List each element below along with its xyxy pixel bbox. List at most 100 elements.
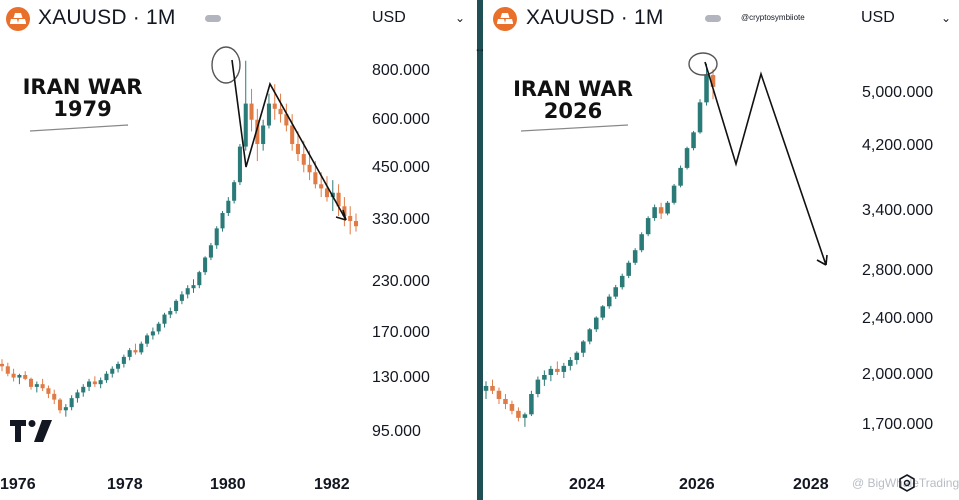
collapse-toggle[interactable] — [205, 15, 221, 22]
candle-body — [652, 207, 657, 219]
candle-body — [87, 381, 92, 387]
y-tick-label: 2,000.000 — [862, 366, 934, 383]
candle-body — [704, 75, 709, 103]
y-tick-label: 130.000 — [372, 369, 430, 386]
chart-plot-2026[interactable] — [483, 0, 959, 500]
candle-body — [208, 245, 213, 258]
x-tick-label: 2028 — [793, 476, 829, 493]
candle-body — [52, 393, 57, 400]
collapse-toggle[interactable] — [705, 15, 721, 22]
chart-panel-1979[interactable]: XAUUSD · 1M USD ⌄ IRAN WAR 1979 800.000 … — [0, 0, 477, 500]
currency-selector[interactable]: USD — [372, 9, 406, 26]
candle-body — [697, 102, 703, 133]
candle-body — [261, 125, 266, 144]
candle-body — [11, 373, 16, 378]
candle-body — [324, 188, 330, 198]
candle-body — [278, 108, 283, 115]
candle-body — [133, 350, 138, 353]
candle-body — [121, 356, 126, 364]
candle-body — [58, 399, 63, 411]
candle-body — [496, 390, 502, 399]
candle-body — [284, 114, 289, 126]
candle-body — [645, 218, 651, 235]
candle-body — [632, 250, 638, 263]
candle-body — [548, 368, 554, 375]
candle-body — [220, 213, 225, 229]
annotation-iran-war-2026: IRAN WAR 2026 — [513, 77, 633, 123]
x-tick-label: 1980 — [210, 476, 246, 493]
candle-body — [203, 257, 208, 273]
candle-body — [509, 404, 515, 411]
candle-body — [92, 381, 97, 385]
candle-body — [626, 262, 631, 276]
gold-bars-icon — [493, 7, 517, 31]
candle-body — [255, 119, 260, 144]
candle-body — [290, 125, 295, 144]
candle-body — [162, 314, 167, 324]
author-credit: @cryptosymbiiote — [741, 13, 805, 22]
y-tick-label: 4,200.000 — [862, 137, 934, 154]
candle-body — [150, 331, 155, 336]
candle-body — [75, 392, 80, 399]
candle-body — [353, 221, 359, 227]
candle-body — [593, 317, 599, 330]
candle-body — [600, 306, 606, 318]
candle-body — [249, 103, 254, 120]
candle-body — [665, 202, 670, 214]
candle-body — [313, 172, 318, 185]
underline-stroke — [29, 124, 129, 132]
candle-body — [671, 185, 677, 203]
candle-body — [0, 363, 5, 367]
candle-body — [555, 368, 560, 372]
y-tick-label: 600.000 — [372, 111, 430, 128]
candle-body — [191, 285, 196, 289]
symbol-title[interactable]: XAUUSD · 1M — [526, 6, 664, 29]
candle-body — [639, 234, 644, 251]
x-tick-label: 2024 — [569, 476, 605, 493]
chart-panel-2026[interactable]: XAUUSD · 1M @cryptosymbiiote USD ⌄ IRAN … — [483, 0, 959, 500]
candle-body — [613, 287, 618, 297]
candle-body — [226, 200, 231, 214]
candle-body — [710, 75, 716, 87]
candle-body — [116, 363, 121, 369]
arrow-head — [816, 254, 828, 266]
candle-body — [490, 385, 495, 391]
circle-highlight-peak — [211, 46, 241, 84]
symbol-title[interactable]: XAUUSD · 1M — [38, 6, 176, 29]
y-tick-label: 95.000 — [372, 423, 421, 440]
chevron-down-icon[interactable]: ⌄ — [941, 11, 952, 25]
candle-body — [272, 103, 277, 109]
y-tick-label: 5,000.000 — [862, 84, 934, 101]
panel-divider[interactable] — [477, 0, 483, 500]
candle-body — [691, 132, 696, 149]
candle-body — [185, 288, 190, 295]
candle-body — [174, 300, 179, 312]
candle-body — [503, 398, 508, 405]
candle-body — [40, 384, 45, 389]
candle-body — [266, 103, 271, 126]
y-tick-label: 1,700.000 — [862, 416, 934, 433]
candle-body — [295, 143, 300, 155]
candle-body — [587, 329, 593, 342]
currency-selector[interactable]: USD — [861, 9, 895, 26]
y-tick-label: 450.000 — [372, 159, 430, 176]
annotation-iran-war-1979: IRAN WAR 1979 — [22, 75, 143, 121]
x-tick-label: 1978 — [107, 476, 143, 493]
candle-body — [110, 368, 115, 374]
candle-body — [348, 215, 353, 222]
chart-plot-1979[interactable] — [0, 0, 477, 500]
candle-body — [34, 384, 39, 387]
y-tick-label: 170.000 — [372, 324, 430, 341]
candle-body — [483, 385, 489, 391]
watermark: @ BigWhaleTrading — [852, 476, 959, 490]
y-tick-label: 230.000 — [372, 273, 430, 290]
candle-body — [156, 323, 161, 332]
chevron-down-icon[interactable]: ⌄ — [455, 11, 466, 25]
candle-body — [98, 380, 103, 385]
candle-body — [535, 379, 541, 395]
candle-body — [127, 350, 132, 357]
candle-body — [46, 388, 51, 394]
candle-body — [581, 341, 586, 353]
candle-body — [342, 206, 347, 216]
candle-body — [529, 394, 534, 415]
